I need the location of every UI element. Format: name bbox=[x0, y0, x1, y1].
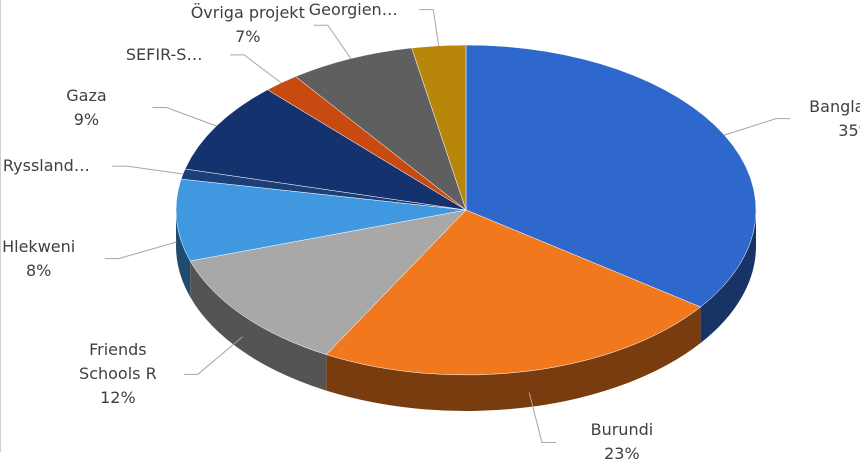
data-label: Ryssland… bbox=[0, 154, 106, 178]
pie-canvas bbox=[104, 9, 791, 443]
category-label: Övriga projekt bbox=[190, 3, 305, 23]
slice-side bbox=[176, 210, 191, 297]
category-label: Friends Schools R bbox=[79, 340, 157, 384]
category-label: Ryssland… bbox=[2, 156, 90, 176]
data-label: Friends Schools R 12% bbox=[58, 338, 178, 410]
leader-line bbox=[183, 336, 243, 375]
data-label: Burundi 23% bbox=[562, 418, 682, 466]
slice bbox=[175, 178, 467, 262]
value-label: 35% bbox=[838, 120, 860, 140]
leader-line bbox=[419, 9, 440, 46]
data-label: Gaza 9% bbox=[26, 84, 146, 132]
leader-line bbox=[104, 241, 177, 260]
data-label: Bangladesh 35% bbox=[796, 95, 860, 143]
category-label: Burundi bbox=[590, 420, 654, 440]
leader-line bbox=[152, 107, 217, 127]
slice bbox=[189, 209, 467, 355]
category-label: Gaza bbox=[66, 85, 107, 105]
slice-side bbox=[190, 260, 327, 391]
leader-line bbox=[230, 54, 282, 84]
category-label: Georgien… bbox=[308, 0, 398, 19]
slice bbox=[325, 209, 702, 376]
leader-line bbox=[724, 118, 791, 136]
value-label: 12% bbox=[100, 388, 136, 408]
data-label: Georgien… bbox=[293, 0, 413, 22]
value-label: 7% bbox=[235, 27, 261, 47]
category-label: Bangladesh bbox=[809, 96, 860, 116]
data-label: SEFIR-S… bbox=[104, 43, 224, 67]
data-label: Övriga projekt 7% bbox=[188, 1, 308, 49]
value-label: 9% bbox=[73, 109, 100, 129]
leader-line bbox=[313, 24, 352, 59]
category-label: Hlekweni bbox=[2, 236, 76, 256]
leader-line bbox=[112, 165, 184, 175]
category-label: SEFIR-S… bbox=[125, 44, 203, 64]
slice bbox=[295, 47, 467, 211]
leader-line bbox=[528, 392, 556, 443]
data-label: Hlekweni 8% bbox=[0, 235, 99, 283]
value-label: 23% bbox=[604, 444, 640, 464]
slice-side bbox=[700, 210, 756, 343]
value-label: 8% bbox=[25, 260, 52, 280]
slice-side bbox=[326, 306, 701, 411]
slice bbox=[465, 44, 757, 308]
